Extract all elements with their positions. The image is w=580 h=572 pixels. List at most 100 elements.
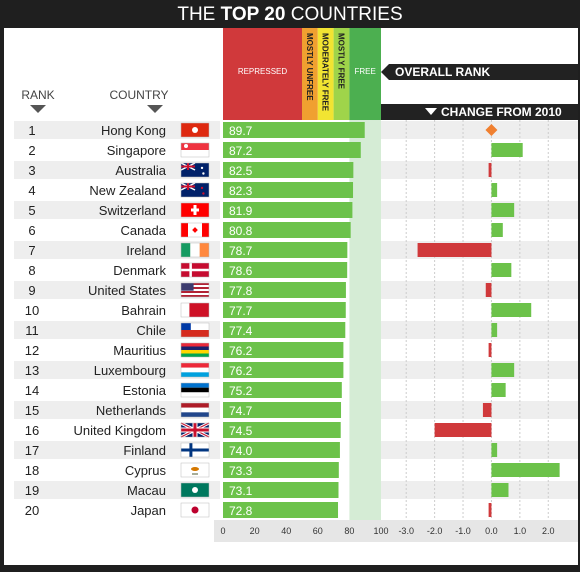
rank-label: 20: [25, 503, 39, 518]
band-2: [317, 28, 334, 120]
country-name: Luxembourg: [94, 363, 166, 378]
country-name: Australia: [115, 163, 166, 178]
score-value-label: 76.2: [229, 344, 253, 358]
country-header: COUNTRY: [109, 88, 168, 102]
table-row: 13 Luxembourg 76.2: [25, 362, 515, 378]
rank-label: 10: [25, 303, 39, 318]
australia-flag: [180, 162, 210, 178]
data-rows: 1 Hong Kong 89.72 Singapore 87.23 Australia 82…: [25, 122, 560, 518]
axes: 0 20 40 60 80 100 -3.0 -2.0 -1.0 0.0 1.0 2.0: [214, 520, 578, 542]
row-band-left: [14, 161, 220, 179]
change-tick-label: 1.0: [514, 526, 527, 536]
country-name: United States: [88, 283, 167, 298]
table-row: 19 Macau 73.1: [25, 482, 509, 498]
change-bar-positive: [491, 363, 515, 377]
change-bar-positive: [491, 223, 503, 237]
change-bar-negative: [482, 403, 492, 417]
score-value-label: 82.5: [229, 164, 253, 178]
change-sort-icon: [425, 108, 437, 115]
table-row: 1 Hong Kong 89.7: [28, 122, 498, 138]
country-name: Chile: [136, 323, 166, 338]
score-tick-label: 60: [313, 526, 323, 536]
united-states-flag: [180, 282, 210, 298]
bahrain-flag: [180, 302, 210, 318]
band-0: [223, 28, 302, 120]
row-band-left: [14, 281, 220, 299]
country-name: Canada: [120, 223, 166, 238]
rank-header: RANK: [21, 88, 54, 102]
score-bar: [223, 442, 340, 458]
japan-flag: [180, 502, 210, 518]
band-3: [333, 28, 350, 120]
freedom-bands: REPRESSED MOSTLY UNFREE MODERATELY FREE MOS…: [223, 28, 381, 520]
change-tick-label: -3.0: [398, 526, 414, 536]
score-tick-label: 0: [220, 526, 225, 536]
rank-label: 18: [25, 463, 39, 478]
score-bar: [223, 242, 348, 258]
score-tick-label: 20: [250, 526, 260, 536]
score-bar: [223, 202, 353, 218]
score-bar: [223, 222, 351, 238]
band-label-1: MOSTLY UNFREE: [305, 33, 314, 101]
rank-label: 14: [25, 383, 39, 398]
score-bar: [223, 302, 346, 318]
score-value-label: 78.7: [229, 244, 253, 258]
singapore-flag: [180, 142, 210, 158]
score-bar: [223, 402, 342, 418]
score-value-label: 73.3: [229, 464, 253, 478]
score-bar: [223, 342, 344, 358]
score-bar: [223, 322, 346, 338]
ireland-flag: [180, 242, 210, 258]
change-bar-positive: [491, 203, 515, 217]
score-value-label: 75.2: [229, 384, 253, 398]
rank-label: 4: [28, 183, 35, 198]
row-band-right: [381, 201, 578, 219]
row-band-left: [14, 241, 220, 259]
row-band-right: [381, 361, 578, 379]
change-bar-positive: [491, 323, 498, 337]
title-suffix: COUNTRIES: [285, 4, 402, 25]
table-row: 14 Estonia 75.2: [25, 382, 506, 398]
score-value-label: 81.9: [229, 204, 253, 218]
score-bar: [223, 162, 354, 178]
new-zealand-flag: [180, 182, 210, 198]
rank-label: 12: [25, 343, 39, 358]
table-row: 15 Netherlands 74.7: [25, 402, 492, 418]
page-title: THE TOP 20 COUNTRIES: [177, 4, 402, 25]
change-bar-positive: [491, 383, 506, 397]
estonia-flag: [180, 382, 210, 398]
table-row: 18 Cyprus 73.3: [25, 462, 560, 478]
score-value-label: 82.3: [229, 184, 253, 198]
macau-flag: [180, 482, 210, 498]
band-label-2: MODERATELY FREE: [321, 33, 330, 112]
table-row: 20 Japan 72.8: [25, 502, 492, 518]
score-bar: [223, 122, 365, 138]
rank-label: 16: [25, 423, 39, 438]
change-bar-positive: [491, 183, 498, 197]
row-band-right: [381, 161, 578, 179]
table-row: 6 Canada 80.8: [28, 222, 503, 238]
row-band-right: [381, 121, 578, 139]
country-name: Estonia: [123, 383, 167, 398]
change-bar-negative: [417, 243, 492, 257]
table-row: 11 Chile 77.4: [25, 322, 498, 338]
table-row: 9 United States 77.8: [28, 282, 492, 298]
table-row: 12 Mauritius 76.2: [25, 342, 492, 358]
country-name: Japan: [131, 503, 166, 518]
score-value-label: 77.8: [229, 284, 253, 298]
table-row: 7 Ireland 78.7: [28, 242, 492, 258]
band-4: [349, 28, 381, 120]
score-bar: [223, 422, 341, 438]
country-name: Bahrain: [121, 303, 166, 318]
country-name: Singapore: [107, 143, 166, 158]
score-tick-label: 100: [373, 526, 388, 536]
change-header: CHANGE FROM 2010: [381, 104, 578, 120]
netherlands-flag: [180, 402, 210, 418]
rank-label: 13: [25, 363, 39, 378]
country-name: Hong Kong: [101, 123, 166, 138]
band-1: [302, 28, 318, 120]
rank-label: 8: [28, 263, 35, 278]
switzerland-flag: [180, 202, 210, 218]
table-row: 17 Finland 74.0: [25, 442, 498, 458]
